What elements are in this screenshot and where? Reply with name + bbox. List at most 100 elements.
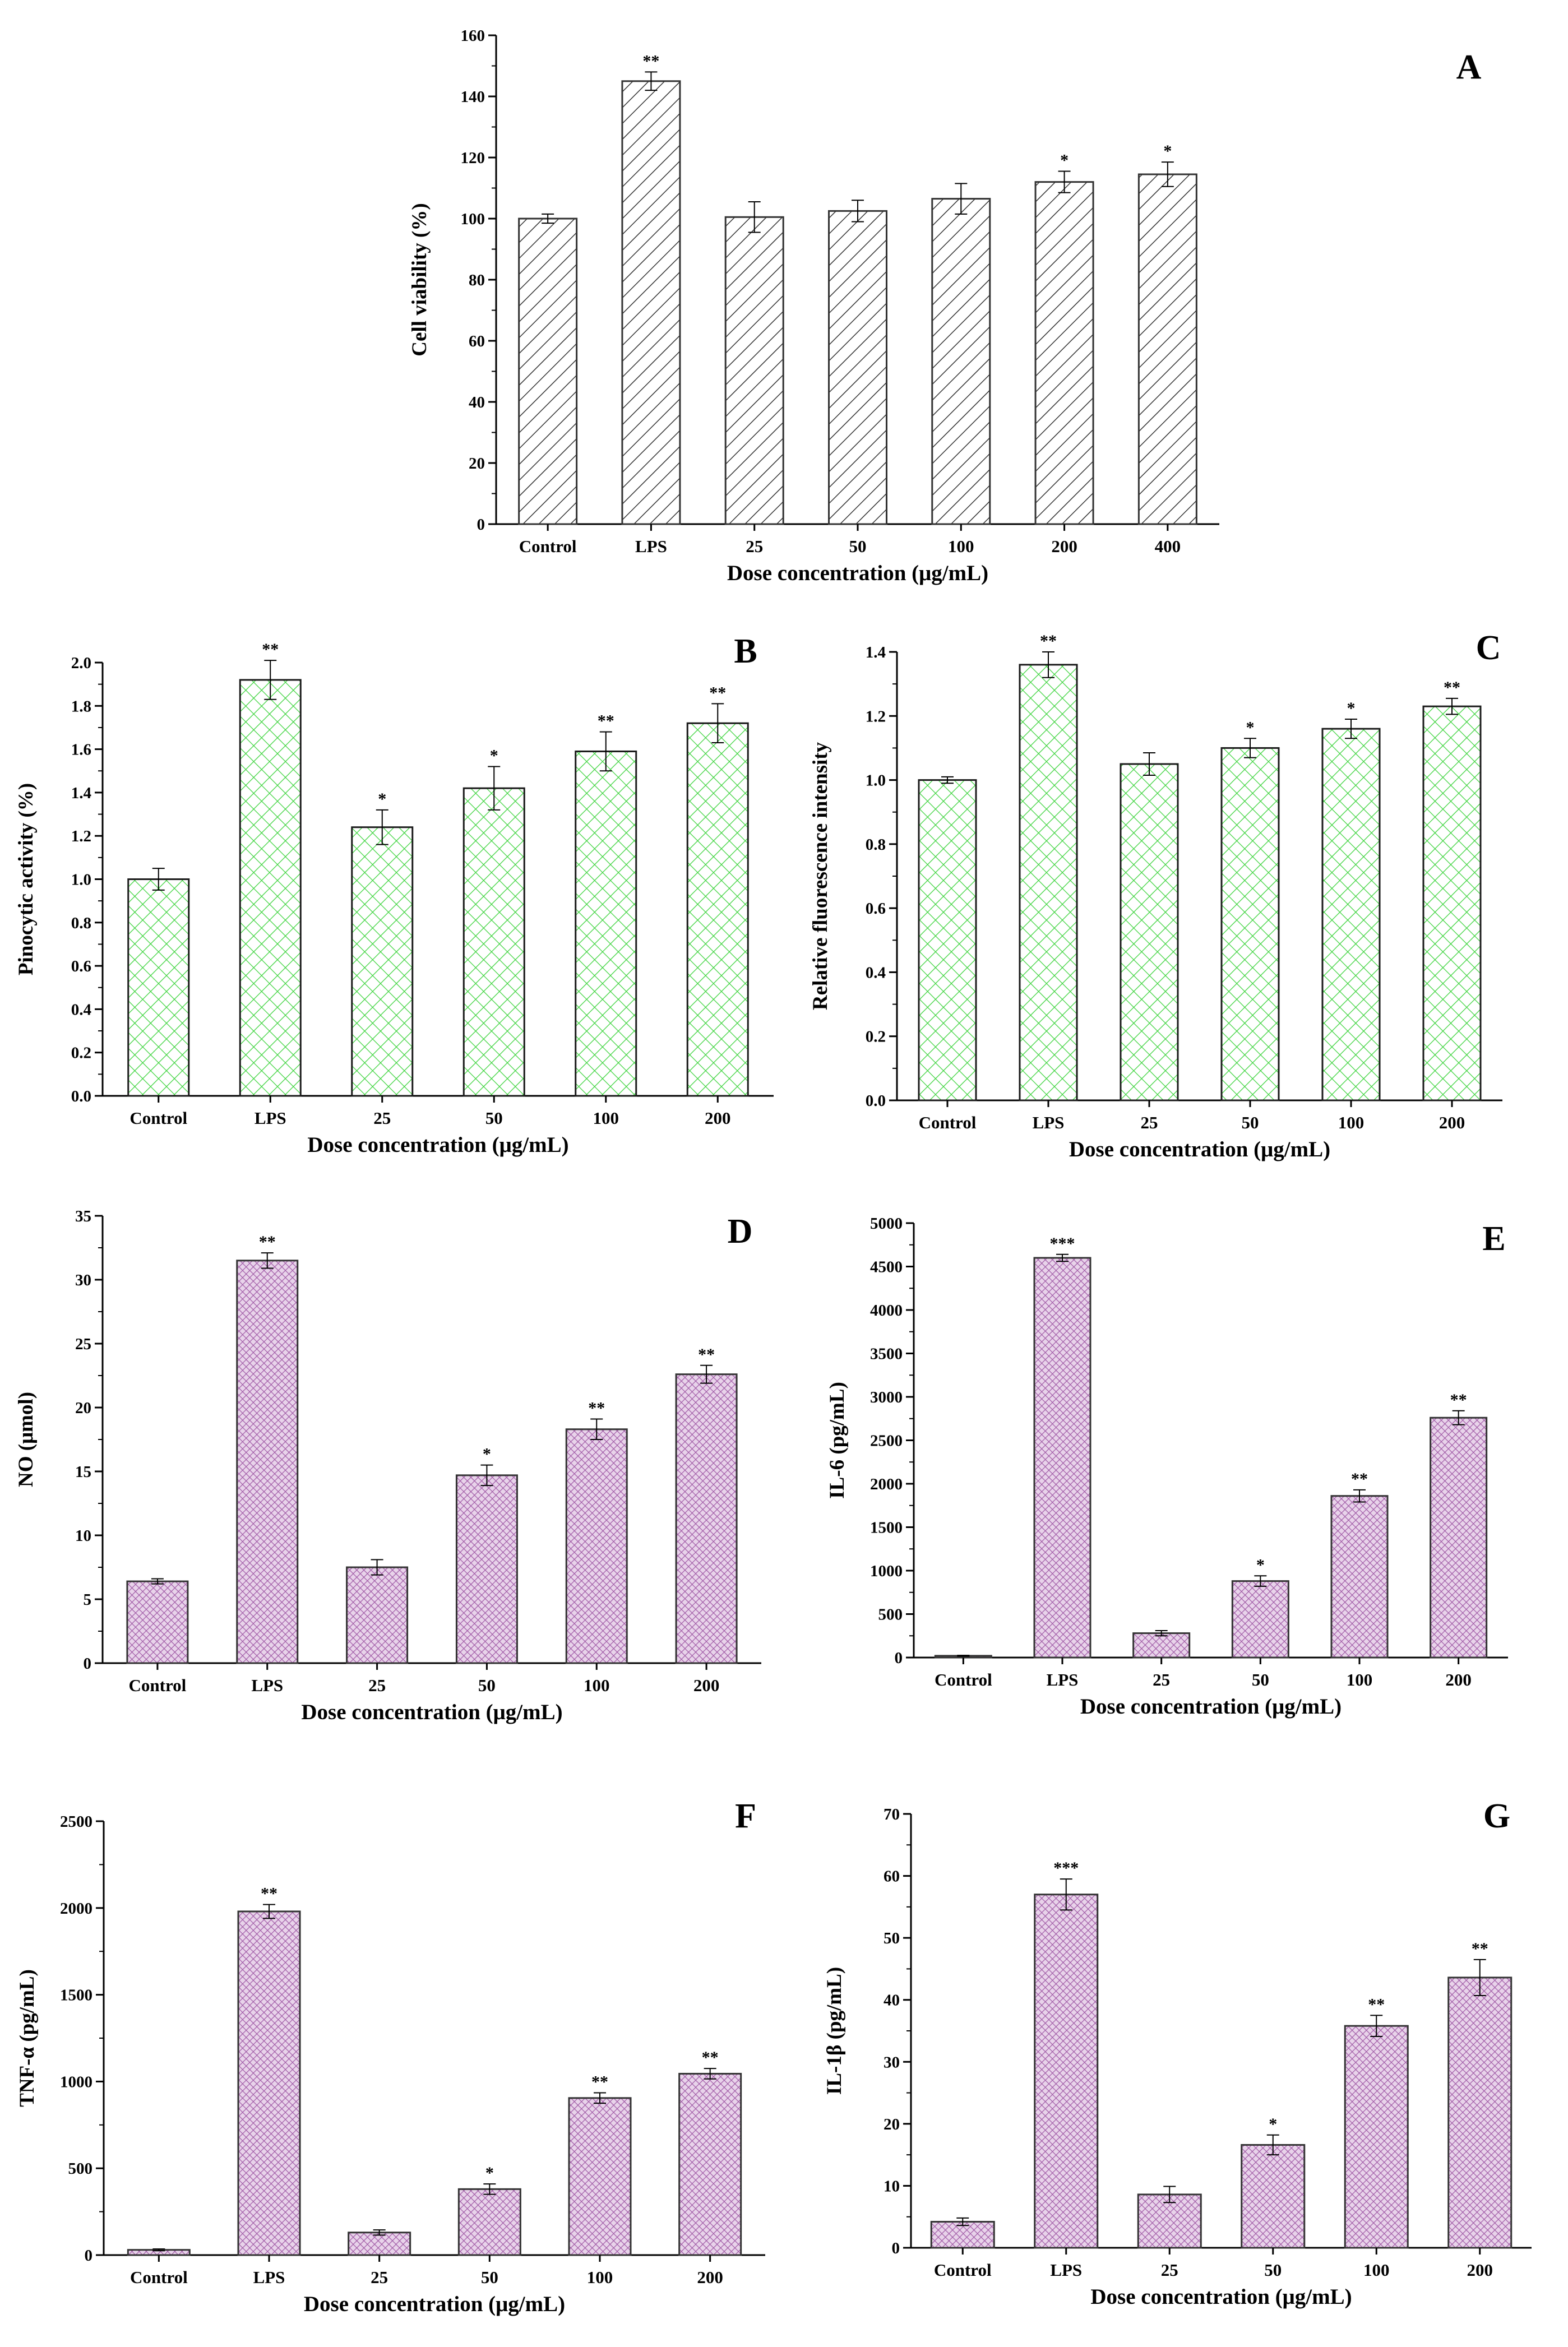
bar-lps [236, 1260, 299, 1664]
y-tick-label: 1.4 [866, 644, 886, 661]
y-tick-label: 120 [461, 149, 485, 167]
x-tick-label: LPS [251, 1675, 283, 1695]
y-axis-title: Pinocytic activity (%) [15, 783, 38, 975]
significance-marker: *** [1053, 1859, 1079, 1877]
x-axis-title: Dose concentration (μg/mL) [1090, 2285, 1352, 2309]
y-tick-label: 70 [884, 1806, 900, 1823]
bar-200 [1447, 1976, 1513, 2249]
bar-25 [724, 216, 784, 525]
y-tick-label: 2000 [870, 1475, 903, 1493]
significance-marker: ** [588, 1399, 605, 1418]
panel-e: 0 500 1000 1500 2000 2500 3000 3500 4000 4500 5000… [826, 1215, 1508, 1719]
x-tick-label: Control [129, 1675, 187, 1695]
x-tick-label: 100 [948, 536, 974, 556]
x-tick-label: LPS [1050, 2260, 1082, 2280]
y-tick-label: 1.0 [866, 772, 886, 790]
bar-100 [1330, 1495, 1389, 1659]
x-tick-label: 50 [849, 536, 867, 556]
y-tick-label: 60 [884, 1868, 900, 1886]
x-axis-title: Dose concentration (μg/mL) [304, 2292, 565, 2316]
significance-marker: ** [261, 1885, 277, 1903]
bar-50 [1220, 747, 1280, 1101]
y-tick-label: 3500 [870, 1345, 903, 1363]
y-tick-label: 0.8 [71, 914, 91, 932]
y-tick-label: 10 [75, 1527, 91, 1545]
x-axis-title: Dose concentration (μg/mL) [1080, 1695, 1342, 1719]
significance-marker: ** [1040, 632, 1057, 650]
bar-lps [237, 1910, 301, 2256]
y-tick-label: 0.4 [866, 964, 886, 982]
y-tick-label: 0.0 [71, 1087, 91, 1105]
x-tick-label: Control [934, 2260, 992, 2280]
x-tick-label: Control [519, 536, 577, 556]
y-tick-label: 1500 [60, 1987, 92, 2005]
bar-control [918, 779, 977, 1101]
bar-200 [678, 2072, 742, 2256]
bar-100 [568, 2097, 632, 2256]
panel-letter: B [734, 632, 757, 670]
bar-control [127, 878, 190, 1097]
significance-marker: ** [702, 2048, 719, 2067]
y-tick-label: 1.2 [866, 707, 886, 725]
y-tick-label: 1000 [870, 1562, 903, 1580]
x-tick-label: LPS [635, 536, 667, 556]
y-axis-title: Cell viability (%) [408, 203, 431, 356]
significance-marker: * [1256, 1556, 1265, 1574]
x-tick-label: 100 [587, 2267, 613, 2287]
bar-200 [686, 722, 749, 1097]
bar-control [126, 1580, 189, 1664]
panel-b: 0.0 0.2 0.4 0.6 0.8 1.0 1.2 1.4 1.6 1.8 2.0 Control… [15, 632, 774, 1157]
significance-marker: * [490, 747, 498, 765]
bar-lps [1034, 1894, 1099, 2249]
y-tick-label: 2500 [870, 1432, 903, 1450]
significance-marker: ** [642, 52, 659, 70]
y-tick-label: 0 [895, 1649, 903, 1667]
y-tick-label: 140 [461, 88, 485, 106]
bar-200 [1422, 705, 1482, 1101]
significance-marker: ** [591, 2073, 608, 2091]
y-tick-label: 0 [892, 2239, 900, 2257]
significance-marker: ** [1472, 1939, 1488, 1958]
panel-letter: A [1456, 48, 1482, 86]
bar-lps [1033, 1257, 1091, 1659]
significance-marker: ** [1444, 678, 1460, 697]
x-tick-label: 100 [1347, 1670, 1373, 1689]
x-tick-label: 50 [485, 1108, 503, 1128]
bar-control [518, 217, 578, 525]
y-tick-label: 0.6 [866, 900, 886, 918]
bar-50 [455, 1474, 518, 1664]
y-tick-label: 40 [469, 394, 485, 411]
significance-marker: ** [1450, 1391, 1467, 1409]
x-tick-label: 100 [1363, 2260, 1390, 2280]
y-tick-label: 2.0 [71, 654, 91, 672]
y-tick-label: 0 [84, 1655, 92, 1673]
bar-lps [1019, 664, 1078, 1101]
y-tick-label: 1000 [60, 2073, 92, 2091]
x-tick-label: 25 [1153, 1670, 1170, 1689]
y-tick-label: 0.2 [866, 1028, 886, 1046]
panel-letter: D [728, 1212, 753, 1251]
x-axis-title: Dose concentration (μg/mL) [301, 1700, 562, 1724]
y-tick-label: 500 [878, 1606, 903, 1624]
x-tick-label: 25 [373, 1108, 391, 1128]
bar-200 [675, 1373, 738, 1664]
y-axis-title: NO (μmol) [15, 1392, 38, 1487]
y-tick-label: 160 [461, 27, 485, 45]
y-tick-label: 5000 [870, 1215, 903, 1233]
y-axis-title: IL-6 (pg/mL) [826, 1382, 849, 1499]
y-tick-label: 0.0 [866, 1092, 886, 1110]
bar-100 [1321, 728, 1381, 1101]
y-tick-label: 2000 [60, 1900, 92, 1918]
y-tick-label: 1.0 [71, 871, 91, 889]
y-tick-label: 10 [884, 2177, 900, 2195]
y-tick-label: 30 [884, 2053, 900, 2071]
significance-marker: ** [262, 640, 279, 659]
y-tick-label: 3000 [870, 1388, 903, 1406]
significance-marker: * [1269, 2115, 1277, 2133]
bar-100 [575, 750, 637, 1097]
significance-marker: *** [1050, 1234, 1075, 1253]
bar-100 [931, 198, 991, 525]
y-tick-label: 60 [469, 332, 485, 350]
